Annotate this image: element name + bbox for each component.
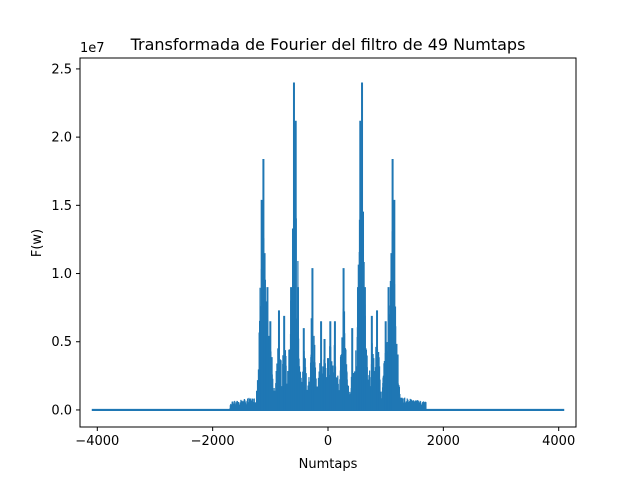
data-layer bbox=[91, 82, 565, 412]
x-axis-label: Numtaps bbox=[299, 457, 358, 472]
y-tick-label: 0.5 bbox=[51, 335, 72, 350]
x-tick-label: 0 bbox=[324, 434, 332, 449]
y-tick-label: 2.0 bbox=[51, 131, 72, 146]
y-tick-label: 0.0 bbox=[51, 403, 72, 418]
y-tick-label: 1.5 bbox=[51, 199, 72, 214]
x-tick-label: 2000 bbox=[427, 434, 460, 449]
chart-title: Transformada de Fourier del filtro de 49… bbox=[130, 35, 526, 54]
x-tick-label: 4000 bbox=[542, 434, 575, 449]
x-tick-label: −2000 bbox=[191, 434, 235, 449]
y-tick-label: 2.5 bbox=[51, 62, 72, 77]
y-tick-label: 1.0 bbox=[51, 267, 72, 282]
y-axis-label: F(w) bbox=[30, 229, 45, 257]
x-tick-label: −4000 bbox=[75, 434, 119, 449]
x-axis-ticks: −4000 −2000 0 2000 4000 bbox=[75, 427, 575, 449]
y-offset-label: 1e7 bbox=[80, 41, 105, 56]
y-axis-ticks: 0.0 0.5 1.0 1.5 2.0 2.5 bbox=[51, 62, 80, 418]
